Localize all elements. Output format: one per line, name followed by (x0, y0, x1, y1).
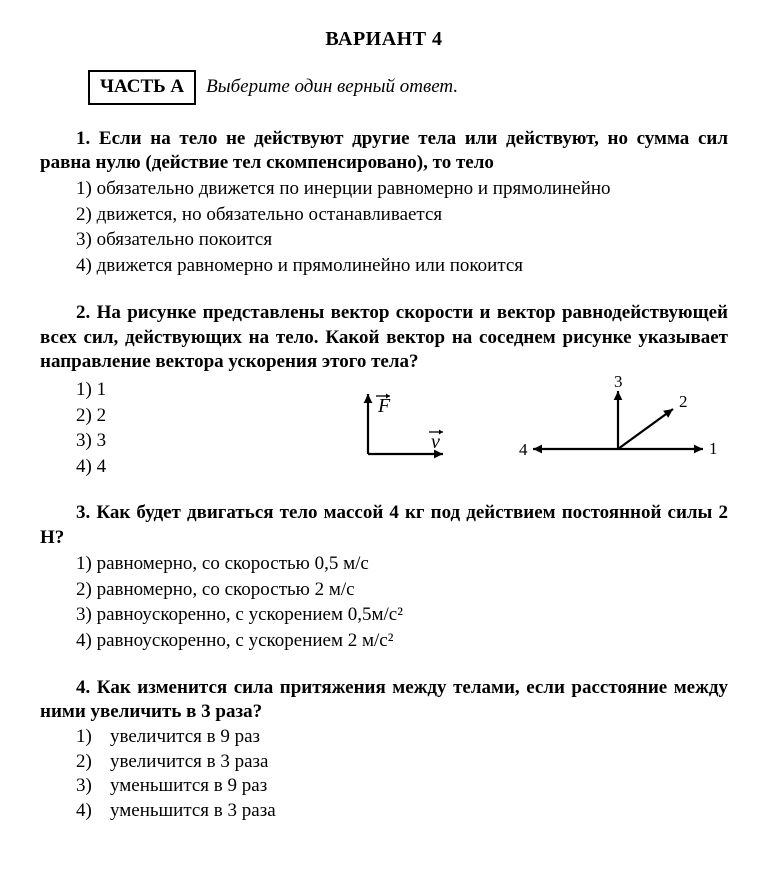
q3-option-3: 3) равноускоренно, с ускорением 0,5м/с² (40, 603, 728, 628)
question-3: 3. Как будет двигаться тело массой 4 кг … (40, 501, 728, 653)
svg-text:3: 3 (614, 372, 623, 391)
q2-option-1: 1) 1 (76, 377, 106, 403)
q2-option-4: 4) 4 (76, 454, 106, 480)
q4-prompt: 4. Как изменится сила притяжения между т… (40, 676, 728, 725)
q4-option-4: 4)уменьшится в 3 раза (40, 799, 728, 824)
question-4: 4. Как изменится сила притяжения между т… (40, 676, 728, 824)
q2-prompt: 2. На рисунке представлены вектор скорос… (40, 301, 728, 375)
question-1: 1. Если на тело не действуют другие тела… (40, 127, 728, 279)
q1-option-3: 3) обязательно покоится (40, 228, 728, 253)
q2-options: 1) 1 2) 2 3) 3 4) 4 (40, 375, 106, 480)
q4-option-3: 3)уменьшится в 9 раз (40, 774, 728, 799)
q3-prompt: 3. Как будет двигаться тело массой 4 кг … (40, 501, 728, 550)
force-velocity-diagram: Fv (348, 379, 458, 469)
q3-option-1: 1) равномерно, со скоростью 0,5 м/с (40, 552, 728, 577)
q1-prompt: 1. Если на тело не действуют другие тела… (40, 127, 728, 176)
direction-options-diagram: 1234 (518, 379, 718, 474)
exam-page: ВАРИАНТ 4 ЧАСТЬ А Выберите один верный о… (0, 0, 768, 876)
svg-text:v: v (431, 431, 440, 453)
q2-diagrams: Fv 1 2 3 4 (106, 375, 728, 474)
q1-option-2: 2) движется, но обязательно останавливае… (40, 203, 728, 228)
q1-option-1: 1) обязательно движется по инерции равно… (40, 177, 728, 202)
q3-option-2: 2) равномерно, со скоростью 2 м/с (40, 578, 728, 603)
part-header: ЧАСТЬ А Выберите один верный ответ. (88, 70, 728, 105)
svg-text:1: 1 (709, 439, 718, 458)
q3-option-4: 4) равноускоренно, с ускорением 2 м/с² (40, 629, 728, 654)
question-2: 2. На рисунке представлены вектор скорос… (40, 301, 728, 480)
q2-option-2: 2) 2 (76, 403, 106, 429)
q4-option-1: 1)увеличится в 9 раз (40, 725, 728, 750)
q2-option-3: 3) 3 (76, 428, 106, 454)
svg-text:2: 2 (679, 392, 688, 411)
part-instruction: Выберите один верный ответ. (206, 75, 458, 100)
svg-text:4: 4 (519, 440, 528, 459)
svg-text:F: F (377, 395, 391, 417)
q1-option-4: 4) движется равномерно и прямолинейно ил… (40, 254, 728, 279)
q4-option-2: 2)увеличится в 3 раза (40, 750, 728, 775)
part-label-box: ЧАСТЬ А (88, 70, 196, 105)
page-title: ВАРИАНТ 4 (40, 26, 728, 52)
